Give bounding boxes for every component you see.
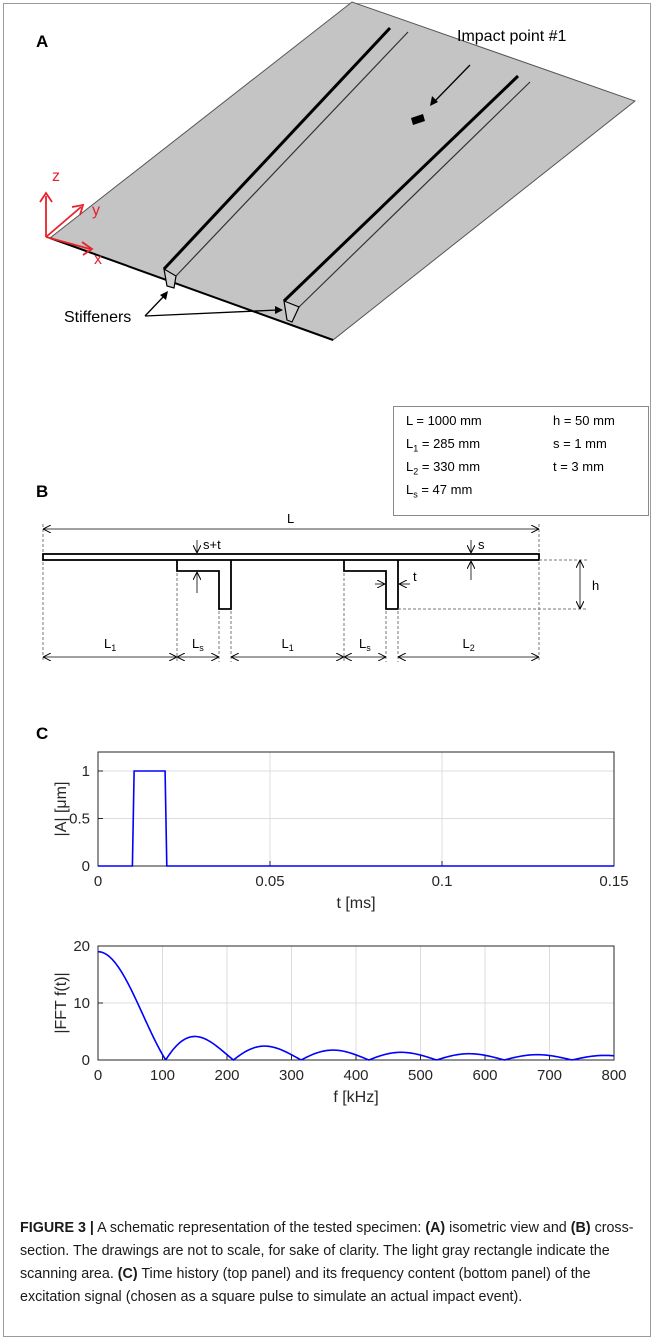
segment-label-1: L1: [104, 636, 116, 653]
chart1-xlabel: t [ms]: [336, 895, 375, 912]
chart2-xtick-label: 700: [537, 1067, 562, 1084]
chart2-xtick-label: 500: [408, 1067, 433, 1084]
plate-front-edge: [49, 237, 334, 341]
y-axis: [45, 206, 82, 238]
y-axis-label: y: [92, 202, 100, 219]
stiffener-pointer-2: [144, 309, 279, 317]
segment-label-3: L1: [282, 636, 294, 653]
param-L1: L1 = 285 mm: [406, 436, 481, 454]
x-axis: [45, 236, 91, 250]
param-L2: L2 = 330 mm: [406, 459, 481, 477]
impact-point-marker: [411, 114, 425, 125]
panel-label-a: A: [36, 32, 49, 51]
chart2-xtick-label: 300: [279, 1067, 304, 1084]
stiffener-arrowhead-2: [275, 306, 283, 314]
segment-label-2: Ls: [192, 636, 204, 653]
figure-caption: FIGURE 3 | A schematic representation of…: [20, 1220, 634, 1305]
param-s: s = 1 mm: [553, 436, 607, 451]
panel-label-b: B: [36, 482, 49, 501]
stiffener-2: [282, 74, 520, 303]
s-plus-t-label: s+t: [203, 537, 221, 552]
chart1-xtick-label: 0: [94, 873, 102, 890]
param-L: L = 1000 mm: [406, 413, 482, 428]
y-arrowhead: [71, 203, 85, 216]
chart1-ylabel: |A| [μm]: [53, 782, 70, 837]
x-axis-label: x: [94, 251, 102, 268]
segment-label-5: L2: [463, 636, 475, 653]
chart1-ytick-label: 0.5: [69, 811, 90, 828]
stiffener-2-web: [283, 300, 300, 323]
stiffeners-label: Stiffeners: [64, 309, 131, 326]
chart2-series-line: [97, 950, 615, 1062]
stiffener-1-web: [163, 267, 177, 289]
chart1-ytick-label: 1: [82, 763, 90, 780]
impact-arrow: [432, 64, 471, 104]
chart1-xtick-label: 0.15: [599, 873, 628, 890]
stiffener-section-2: [343, 560, 399, 610]
stiffener-1: [162, 26, 392, 271]
t-label: t: [413, 569, 417, 584]
z-arrowhead: [39, 191, 53, 203]
stiffener-arrowhead-1: [160, 291, 168, 300]
chart2-ytick-label: 10: [73, 995, 90, 1012]
chart2-ylabel: |FFT f(t)|: [53, 972, 70, 1033]
impact-label: Impact point #1: [457, 28, 567, 45]
chart1-ytick-label: 0: [82, 858, 90, 875]
param-t: t = 3 mm: [553, 459, 604, 474]
chart2-xtick-label: 200: [214, 1067, 239, 1084]
chart1-xtick-label: 0.05: [255, 873, 284, 890]
plate-section: [42, 553, 540, 561]
s-label: s: [478, 537, 485, 552]
segment-dimensions: L1 Ls L1 Ls L2: [44, 636, 538, 657]
panel-label-c: C: [36, 724, 49, 743]
stiffener-2-edge: [298, 81, 531, 308]
chart2-ytick-label: 20: [73, 938, 90, 955]
chart2-xtick-label: 100: [150, 1067, 175, 1084]
isometric-view: Impact point #1 Stiffeners z y x: [39, 1, 637, 341]
stiffener-1-edge: [175, 31, 409, 277]
param-Ls: Ls = 47 mm: [406, 482, 473, 500]
chart1-xtick-label: 0.1: [432, 873, 453, 890]
chart2-xtick-label: 0: [94, 1067, 102, 1084]
figure-frame: [3, 3, 651, 1337]
chart2-xtick-label: 600: [472, 1067, 497, 1084]
z-axis-label: z: [52, 168, 60, 185]
param-h: h = 50 mm: [553, 413, 615, 428]
x-arrowhead: [81, 241, 94, 256]
chart1-series-line: [98, 770, 614, 867]
chart2-ytick-label: 0: [82, 1052, 90, 1069]
dim-L-label: L: [287, 511, 294, 526]
stiffener-section-1: [176, 560, 232, 610]
chart1-plot-area: [98, 752, 614, 866]
stiffener-pointer-1: [144, 294, 166, 317]
impact-arrowhead: [430, 96, 438, 106]
chart2-xtick-label: 400: [343, 1067, 368, 1084]
coordinate-axes: [39, 191, 94, 256]
chart2-xlabel: f [kHz]: [333, 1089, 378, 1106]
chart2-axes-box: [97, 945, 615, 1061]
parameter-box: L = 1000 mm L1 = 285 mm L2 = 330 mm Ls =…: [393, 406, 649, 516]
h-label: h: [592, 578, 599, 593]
caption-figure-number: FIGURE 3 |: [20, 1220, 94, 1236]
segment-label-4: Ls: [359, 636, 371, 653]
chart2-xtick-label: 800: [601, 1067, 626, 1084]
